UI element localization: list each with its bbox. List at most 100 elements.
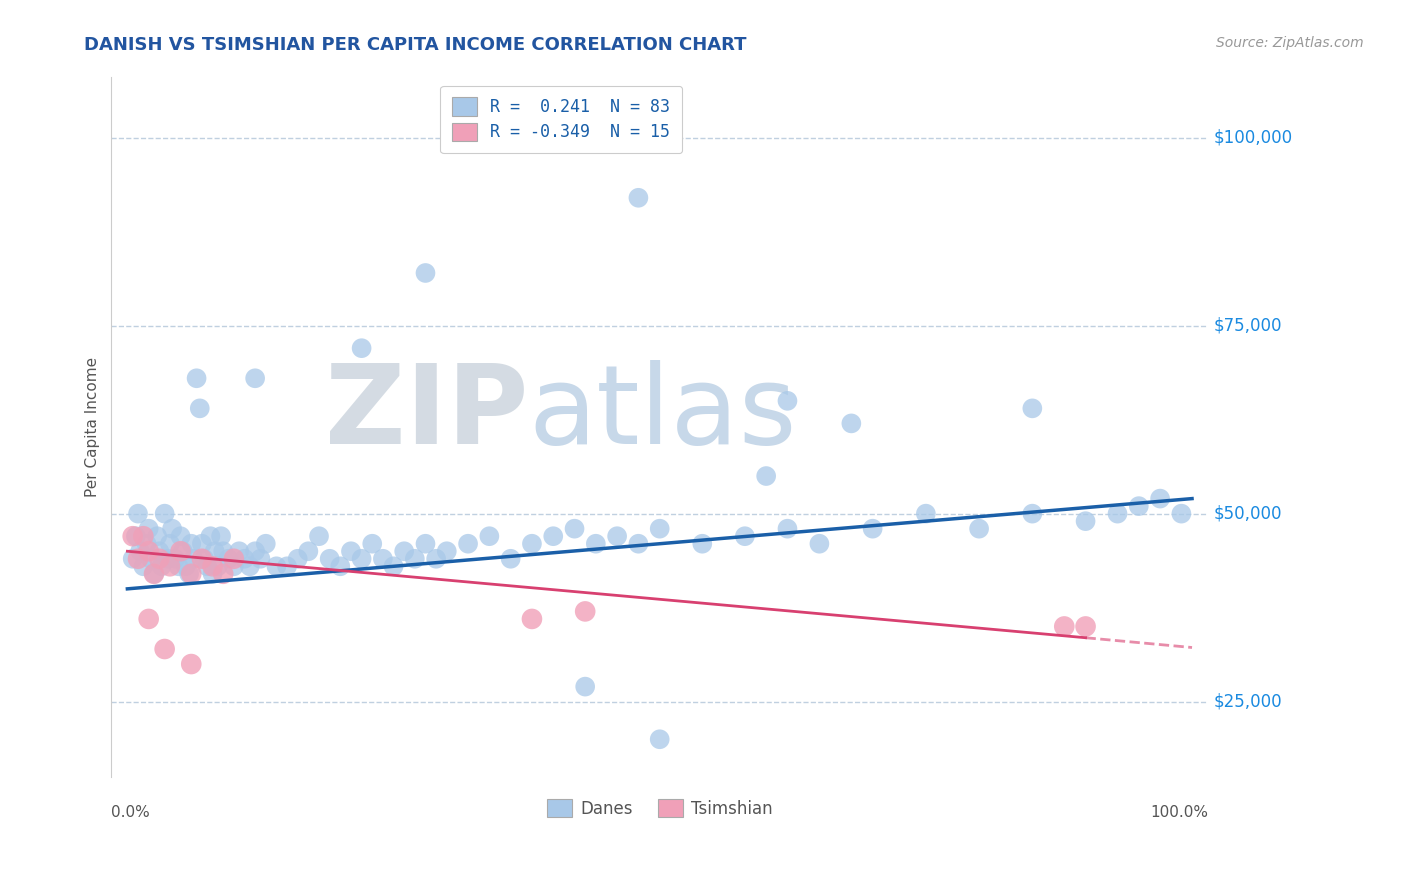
Point <box>915 507 938 521</box>
Point <box>135 537 157 551</box>
Text: Source: ZipAtlas.com: Source: ZipAtlas.com <box>1216 36 1364 50</box>
Point <box>191 551 214 566</box>
Point <box>308 529 330 543</box>
Point <box>841 417 863 431</box>
Point <box>249 551 271 566</box>
Point <box>361 537 384 551</box>
Point <box>138 522 160 536</box>
Point <box>188 401 211 416</box>
Point <box>648 732 671 747</box>
Point <box>121 529 143 543</box>
Point <box>574 604 596 618</box>
Point <box>143 566 166 581</box>
Legend: Danes, Tsimshian: Danes, Tsimshian <box>540 792 779 824</box>
Point <box>167 559 190 574</box>
Point <box>121 551 143 566</box>
Point <box>297 544 319 558</box>
Point <box>239 559 262 574</box>
Point <box>212 544 235 558</box>
Point <box>478 529 501 543</box>
Point <box>254 537 277 551</box>
Point <box>520 612 543 626</box>
Point <box>266 559 288 574</box>
Point <box>153 642 176 657</box>
Point <box>564 522 586 536</box>
Point <box>1149 491 1171 506</box>
Point <box>183 551 205 566</box>
Point <box>967 522 990 536</box>
Point <box>1074 619 1097 633</box>
Point <box>382 559 405 574</box>
Point <box>350 551 373 566</box>
Point <box>200 529 222 543</box>
Point <box>318 551 340 566</box>
Point <box>425 551 447 566</box>
Point <box>195 559 218 574</box>
Point <box>180 657 202 671</box>
Point <box>180 566 202 581</box>
Point <box>415 266 437 280</box>
Point <box>276 559 298 574</box>
Point <box>212 566 235 581</box>
Point <box>132 529 155 543</box>
Point <box>734 529 756 543</box>
Point <box>127 551 149 566</box>
Point <box>143 566 166 581</box>
Point <box>159 537 181 551</box>
Point <box>243 371 266 385</box>
Point <box>574 680 596 694</box>
Point <box>148 551 170 566</box>
Text: 0.0%: 0.0% <box>111 805 150 820</box>
Point <box>457 537 479 551</box>
Point <box>150 559 173 574</box>
Point <box>207 559 229 574</box>
Point <box>165 551 187 566</box>
Text: 100.0%: 100.0% <box>1150 805 1208 820</box>
Point <box>808 537 831 551</box>
Point <box>627 537 650 551</box>
Point <box>139 551 162 566</box>
Point <box>218 551 240 566</box>
Point <box>201 559 224 574</box>
Point <box>287 551 309 566</box>
Text: $50,000: $50,000 <box>1213 505 1282 523</box>
Point <box>222 559 245 574</box>
Point <box>186 371 208 385</box>
Point <box>160 522 183 536</box>
Text: DANISH VS TSIMSHIAN PER CAPITA INCOME CORRELATION CHART: DANISH VS TSIMSHIAN PER CAPITA INCOME CO… <box>84 36 747 54</box>
Point <box>690 537 713 551</box>
Point <box>243 544 266 558</box>
Point <box>180 537 202 551</box>
Point <box>499 551 522 566</box>
Point <box>153 507 176 521</box>
Point <box>350 341 373 355</box>
Point <box>129 544 152 558</box>
Point <box>174 559 197 574</box>
Point <box>648 522 671 536</box>
Point <box>179 566 201 581</box>
Point <box>329 559 352 574</box>
Point <box>415 537 437 551</box>
Point <box>222 551 245 566</box>
Point <box>125 529 148 543</box>
Point <box>340 544 363 558</box>
Point <box>172 544 194 558</box>
Point <box>233 551 256 566</box>
Point <box>201 566 224 581</box>
Point <box>1053 619 1076 633</box>
Point <box>1170 507 1192 521</box>
Point <box>862 522 884 536</box>
Point <box>392 544 415 558</box>
Point <box>776 522 799 536</box>
Point <box>541 529 564 543</box>
Point <box>138 612 160 626</box>
Point <box>520 537 543 551</box>
Point <box>755 469 778 483</box>
Point <box>193 551 215 566</box>
Point <box>159 559 181 574</box>
Point <box>132 559 155 574</box>
Point <box>1128 499 1150 513</box>
Point <box>138 544 160 558</box>
Point <box>404 551 426 566</box>
Point <box>156 551 179 566</box>
